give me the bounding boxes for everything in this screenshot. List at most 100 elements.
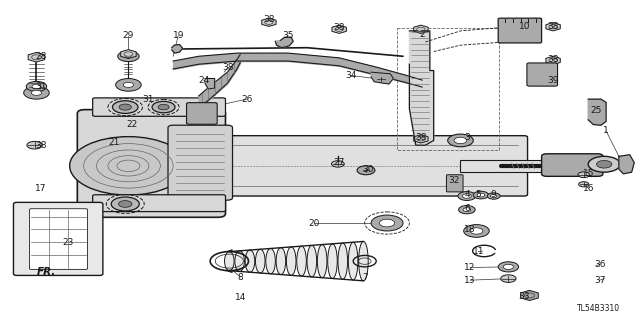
FancyBboxPatch shape	[168, 125, 232, 200]
Text: 36: 36	[594, 260, 605, 269]
Text: 38: 38	[222, 63, 234, 72]
Circle shape	[26, 81, 47, 92]
Circle shape	[579, 182, 589, 187]
FancyBboxPatch shape	[77, 110, 225, 217]
Polygon shape	[588, 99, 606, 125]
Polygon shape	[413, 25, 428, 33]
Text: TL54B3310: TL54B3310	[577, 304, 620, 313]
Ellipse shape	[287, 247, 296, 275]
Text: 15: 15	[582, 169, 594, 178]
Polygon shape	[262, 18, 276, 26]
Text: 2: 2	[419, 30, 425, 39]
Circle shape	[158, 104, 169, 110]
Circle shape	[31, 55, 41, 60]
Ellipse shape	[358, 241, 368, 281]
Ellipse shape	[225, 252, 234, 271]
FancyBboxPatch shape	[93, 98, 225, 116]
Text: 25: 25	[590, 106, 602, 115]
Text: 38: 38	[415, 133, 427, 142]
Circle shape	[588, 156, 620, 172]
Circle shape	[464, 225, 489, 237]
Circle shape	[458, 192, 476, 200]
Text: FR.: FR.	[37, 267, 56, 277]
Text: 14: 14	[234, 293, 246, 302]
Text: 8: 8	[237, 272, 243, 281]
Text: 23: 23	[62, 238, 74, 247]
Text: 1: 1	[604, 126, 609, 135]
Circle shape	[490, 195, 497, 197]
Ellipse shape	[307, 245, 317, 277]
FancyBboxPatch shape	[95, 136, 527, 196]
Circle shape	[27, 141, 42, 149]
Circle shape	[477, 193, 484, 197]
FancyBboxPatch shape	[13, 202, 103, 275]
Text: 7: 7	[362, 272, 367, 281]
FancyBboxPatch shape	[186, 103, 217, 124]
Circle shape	[376, 77, 387, 82]
Ellipse shape	[317, 245, 327, 278]
Circle shape	[371, 215, 403, 231]
Ellipse shape	[348, 242, 358, 280]
Polygon shape	[275, 37, 293, 48]
Polygon shape	[332, 25, 346, 33]
Polygon shape	[520, 290, 538, 300]
Circle shape	[31, 90, 42, 95]
Circle shape	[524, 293, 534, 298]
Circle shape	[113, 101, 138, 114]
Text: 26: 26	[241, 95, 252, 104]
Ellipse shape	[276, 248, 285, 275]
Text: 19: 19	[172, 31, 184, 40]
Circle shape	[362, 168, 370, 172]
FancyBboxPatch shape	[461, 160, 569, 172]
FancyBboxPatch shape	[541, 154, 603, 176]
Polygon shape	[619, 155, 634, 174]
Circle shape	[459, 205, 475, 214]
Circle shape	[578, 172, 589, 178]
Text: 32: 32	[449, 176, 460, 185]
Ellipse shape	[255, 249, 265, 273]
Text: 12: 12	[465, 263, 476, 272]
Ellipse shape	[235, 251, 244, 271]
Circle shape	[417, 27, 425, 31]
Circle shape	[24, 86, 49, 99]
Text: 38: 38	[333, 23, 345, 32]
Circle shape	[152, 101, 175, 113]
Circle shape	[116, 78, 141, 91]
Circle shape	[470, 228, 483, 234]
Circle shape	[463, 208, 470, 211]
Text: 38: 38	[263, 15, 275, 24]
FancyBboxPatch shape	[498, 18, 541, 43]
Circle shape	[265, 20, 273, 24]
Text: 17: 17	[35, 184, 47, 193]
Text: 16: 16	[582, 184, 594, 193]
Text: 39: 39	[547, 76, 559, 85]
Circle shape	[32, 84, 41, 89]
Text: 22: 22	[126, 120, 137, 129]
Text: 38: 38	[547, 55, 559, 64]
Circle shape	[549, 58, 557, 63]
Text: 20: 20	[308, 219, 319, 227]
Circle shape	[500, 275, 516, 282]
Circle shape	[125, 55, 131, 58]
Circle shape	[119, 104, 131, 110]
Circle shape	[335, 27, 343, 31]
Circle shape	[118, 51, 139, 62]
Text: 6: 6	[464, 204, 470, 213]
Text: 31: 31	[142, 95, 154, 104]
Polygon shape	[205, 78, 214, 89]
Circle shape	[549, 25, 557, 29]
FancyBboxPatch shape	[29, 209, 88, 269]
Ellipse shape	[328, 244, 337, 278]
Circle shape	[463, 194, 471, 198]
Circle shape	[487, 193, 500, 199]
Text: 9: 9	[491, 190, 497, 199]
Circle shape	[596, 160, 612, 168]
Text: 18: 18	[465, 225, 476, 234]
Circle shape	[124, 82, 134, 87]
Polygon shape	[121, 50, 136, 58]
Text: 4: 4	[464, 190, 470, 199]
Circle shape	[448, 134, 473, 147]
Circle shape	[498, 262, 518, 272]
Text: 27: 27	[333, 158, 345, 167]
Circle shape	[118, 201, 132, 207]
